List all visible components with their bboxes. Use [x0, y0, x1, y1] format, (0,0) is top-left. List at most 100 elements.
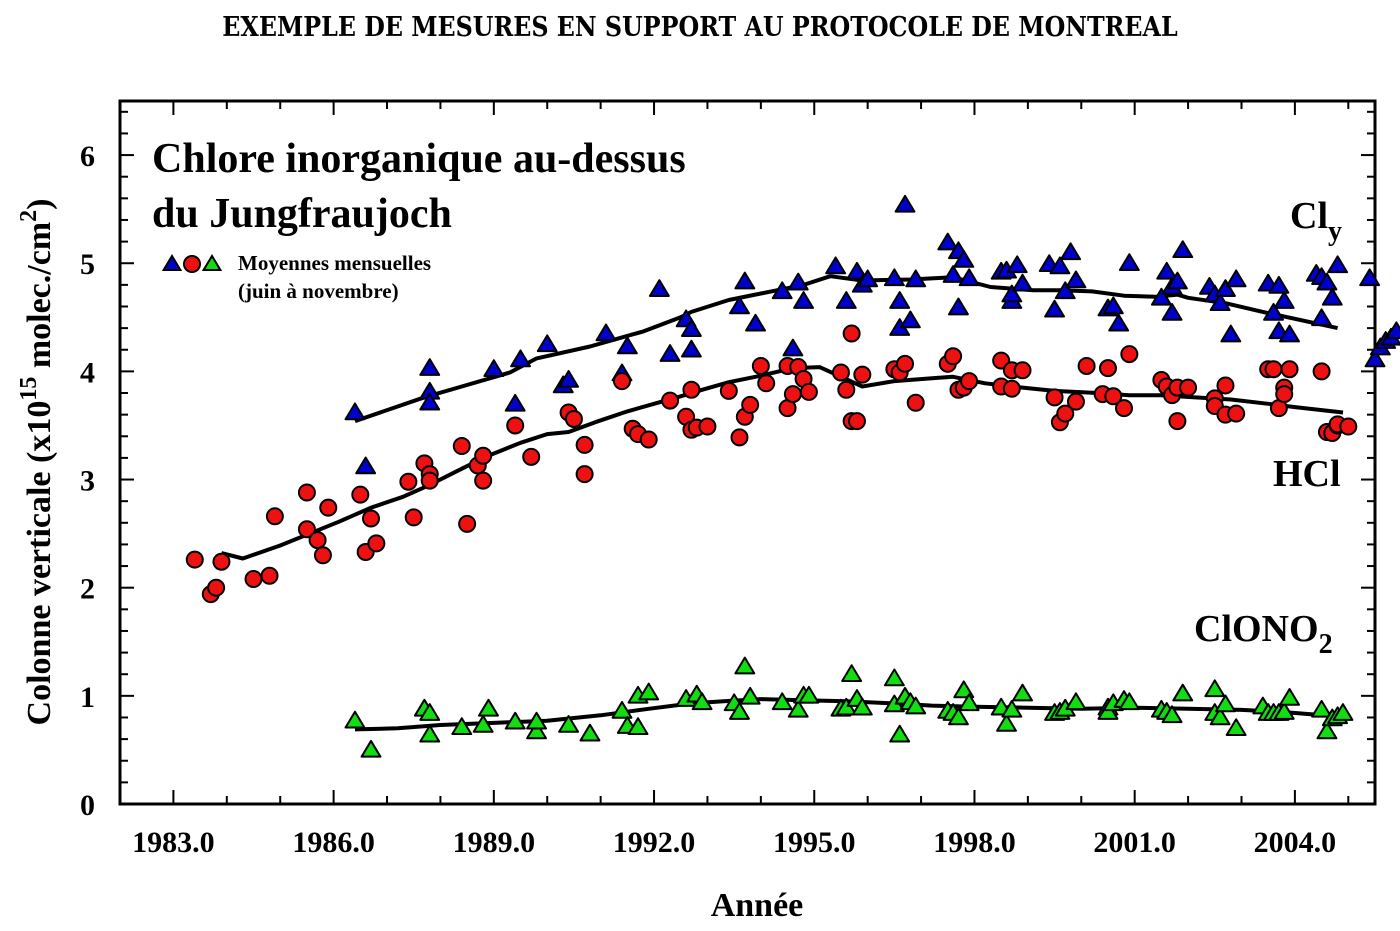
- point-hcl: [698, 417, 717, 436]
- point-cly: [1225, 269, 1247, 288]
- point-cly: [1209, 293, 1231, 311]
- point-cly: [905, 269, 927, 288]
- point-hcl: [506, 416, 525, 435]
- point-hcl: [783, 385, 802, 404]
- point-hcl: [522, 447, 541, 466]
- point-hcl: [404, 508, 423, 527]
- legend-marker-circle: [183, 255, 201, 273]
- point-clono2: [451, 717, 473, 735]
- point-cly: [1161, 302, 1183, 321]
- point-hcl: [682, 380, 701, 399]
- point-cly: [616, 336, 638, 355]
- point-clono2: [691, 692, 713, 711]
- point-cly: [595, 323, 617, 342]
- point-cly: [680, 339, 702, 358]
- point-hcl: [799, 382, 818, 401]
- point-hcl: [308, 531, 327, 550]
- point-hcl: [1013, 361, 1032, 380]
- point-hcl: [362, 509, 380, 528]
- point-cly: [1166, 271, 1188, 290]
- point-clono2: [905, 696, 927, 715]
- point-clono2: [1279, 688, 1301, 706]
- point-cly: [1220, 324, 1242, 343]
- point-clono2: [739, 686, 761, 705]
- point-cly: [953, 249, 975, 268]
- point-hcl: [757, 374, 776, 393]
- point-clono2: [558, 715, 580, 733]
- point-cly: [942, 265, 964, 283]
- point-hcl: [313, 546, 332, 565]
- axes: [118, 99, 1377, 806]
- point-cly: [558, 370, 580, 388]
- y-tick-label: 0: [80, 789, 95, 822]
- point-hcl: [730, 428, 749, 447]
- y-tick-label: 3: [80, 465, 95, 498]
- point-clono2: [729, 702, 750, 720]
- point-cly: [1012, 273, 1033, 292]
- point-hcl: [1120, 345, 1139, 364]
- legend: Moyennes mensuelles (juin à novembre): [161, 251, 431, 303]
- point-clono2: [1118, 692, 1140, 711]
- point-cly: [745, 313, 766, 332]
- point-hcl: [837, 380, 856, 399]
- point-cly: [419, 358, 441, 376]
- point-cly: [1118, 253, 1140, 271]
- point-cly: [883, 268, 905, 287]
- point-clono2: [734, 656, 756, 675]
- point-hcl: [1077, 356, 1096, 375]
- x-tick-label: 1995.0: [773, 826, 856, 859]
- point-hcl: [1312, 362, 1331, 381]
- point-clono2: [526, 711, 548, 730]
- point-cly: [1268, 275, 1290, 294]
- point-cly: [857, 269, 879, 288]
- ticks: 1983.0 1986.0 1989.0 1992.0 1995.0 1998.0 2001…: [80, 101, 1375, 859]
- point-hcl: [575, 435, 594, 454]
- point-cly: [782, 338, 804, 357]
- series-label-hcl: HCl: [1273, 453, 1341, 495]
- point-clono2: [1012, 683, 1033, 702]
- point-hcl: [847, 412, 866, 431]
- point-hcl: [1280, 360, 1299, 379]
- point-clono2: [638, 682, 660, 701]
- point-clono2: [1065, 692, 1087, 711]
- point-cly: [355, 456, 377, 475]
- x-tick-label: 2001.0: [1093, 826, 1176, 859]
- point-hcl: [244, 570, 263, 589]
- y-tick-label: 2: [80, 573, 95, 606]
- x-tick-label: 1989.0: [453, 826, 536, 859]
- point-clono2: [787, 699, 809, 718]
- point-cly: [419, 392, 441, 411]
- point-hcl: [1339, 417, 1358, 436]
- point-hcl: [265, 507, 284, 526]
- point-cly: [835, 291, 857, 309]
- point-clono2: [996, 713, 1017, 732]
- point-hcl: [297, 483, 316, 502]
- point-cly: [1273, 291, 1295, 309]
- point-hcl: [831, 363, 850, 382]
- point-clono2: [1225, 718, 1247, 737]
- legend-text-line-1: Moyennes mensuelles: [238, 251, 431, 275]
- point-cly: [1001, 284, 1023, 303]
- point-clono2: [1311, 699, 1333, 718]
- point-cly: [1215, 279, 1236, 297]
- point-hcl: [853, 365, 872, 384]
- x-axis-title: Année: [711, 887, 804, 924]
- point-cly: [846, 261, 868, 280]
- y-tick-label: 1: [80, 681, 95, 714]
- point-cly: [504, 393, 526, 412]
- point-clono2: [1161, 705, 1183, 724]
- series-label-clono2: ClONO2: [1194, 608, 1333, 660]
- point-clono2: [1316, 721, 1338, 740]
- point-clono2: [1209, 707, 1231, 726]
- point-hcl: [1066, 392, 1085, 411]
- point-cly: [1263, 302, 1284, 321]
- point-hcl: [719, 381, 738, 400]
- point-hcl: [399, 472, 418, 491]
- point-hcl: [575, 465, 594, 484]
- point-hcl: [661, 391, 680, 410]
- point-clono2: [841, 664, 863, 682]
- x-tick-label: 1986.0: [292, 826, 375, 859]
- point-clono2: [611, 700, 633, 719]
- plot-frame: [118, 99, 1377, 806]
